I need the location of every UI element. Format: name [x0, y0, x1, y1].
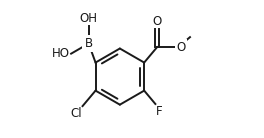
Text: O: O: [153, 15, 162, 28]
Text: Cl: Cl: [70, 107, 82, 120]
Text: F: F: [156, 105, 163, 118]
Text: B: B: [84, 37, 93, 50]
Text: HO: HO: [52, 47, 70, 60]
Text: O: O: [176, 41, 185, 54]
Text: OH: OH: [80, 12, 98, 25]
